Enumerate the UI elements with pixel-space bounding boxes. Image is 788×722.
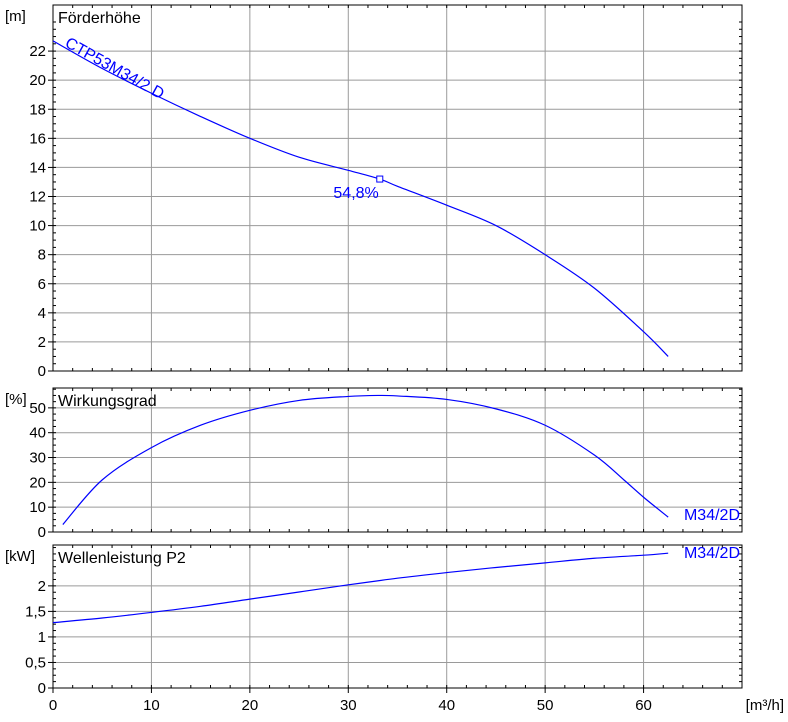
- y-tick-label: 1,5: [25, 603, 46, 620]
- x-tick-label: 30: [340, 697, 357, 714]
- x-tick-label: 20: [242, 697, 259, 714]
- series-line: [52, 552, 669, 624]
- plot-frame: [52, 387, 743, 533]
- y-unit-label: [%]: [5, 391, 27, 408]
- operating-point-marker: [376, 175, 384, 183]
- y-tick-label: 22: [29, 43, 46, 60]
- y-tick-label: 2: [38, 334, 46, 351]
- y-tick-label: 14: [29, 159, 46, 176]
- operating-point-label: 54,8%: [333, 185, 378, 202]
- panel-2: 0 10 20 30 40 50[%] Wirkungsgrad M34/2D: [5, 387, 743, 541]
- series-name-label: M34/2D: [684, 545, 740, 562]
- plot-frame: [52, 544, 743, 689]
- y-tick-label: 8: [38, 247, 46, 264]
- x-axis: 0 10 20 30 40 50 60 [m³/h]: [49, 688, 784, 714]
- x-tick-label: 60: [635, 697, 652, 714]
- y-tick-label: 6: [38, 276, 46, 293]
- y-tick-label: 18: [29, 101, 46, 118]
- plot-frame: [52, 4, 743, 372]
- panel-title: Wellenleistung P2: [58, 550, 186, 567]
- y-tick-label: 16: [29, 130, 46, 147]
- panel-3: 0 0,5 1 1,5 2[kW] Wellenleistung P2 M34/2D: [5, 544, 743, 697]
- y-tick-label: 20: [29, 72, 46, 89]
- y-tick-label: 1: [38, 629, 46, 646]
- y-tick-label: 12: [29, 189, 46, 206]
- y-unit-label: [kW]: [5, 548, 35, 565]
- y-tick-label: 0: [38, 524, 46, 541]
- y-tick-label: 40: [29, 425, 46, 442]
- y-tick-label: 10: [29, 218, 46, 235]
- x-tick-label: 0: [49, 697, 57, 714]
- x-tick-label: 50: [537, 697, 554, 714]
- panel-title: Förderhöhe: [58, 10, 141, 27]
- y-unit-label: [m]: [5, 8, 26, 25]
- y-tick-label: 0: [38, 363, 46, 380]
- y-tick-label: 0: [38, 680, 46, 697]
- y-tick-label: 30: [29, 450, 46, 467]
- y-tick-label: 0,5: [25, 654, 46, 671]
- series-name-label: M34/2D: [684, 507, 740, 524]
- series-line: [62, 394, 669, 525]
- x-tick-label: 10: [143, 697, 160, 714]
- x-tick-label: 40: [438, 697, 455, 714]
- x-unit-label: [m³/h]: [746, 697, 784, 714]
- panel-title: Wirkungsgrad: [58, 393, 157, 410]
- y-tick-label: 4: [38, 305, 46, 322]
- y-tick-label: 2: [38, 578, 46, 595]
- y-tick-label: 20: [29, 474, 46, 491]
- y-tick-label: 10: [29, 499, 46, 516]
- y-tick-label: 50: [29, 400, 46, 417]
